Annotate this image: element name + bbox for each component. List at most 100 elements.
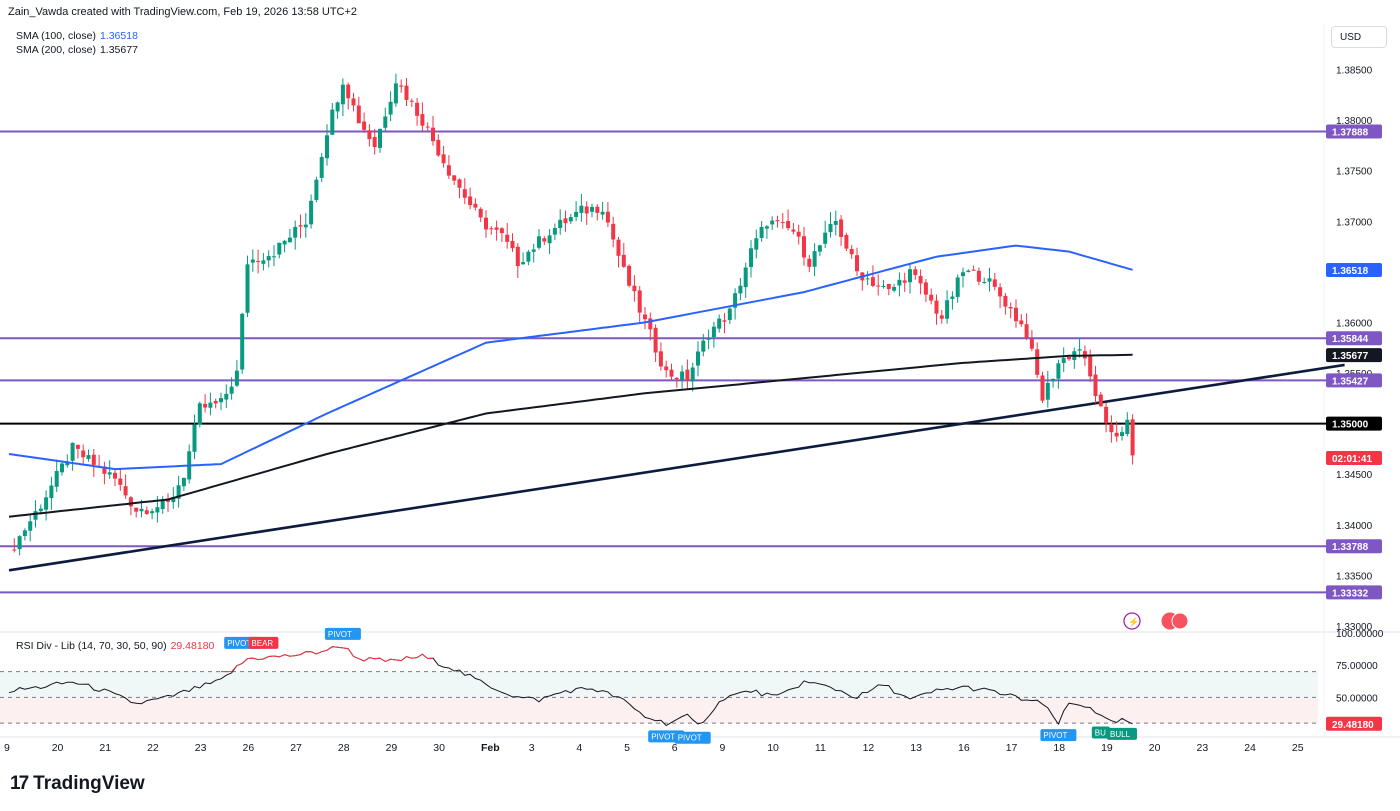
bearish-candle[interactable] [1008,307,1013,309]
rsi-divergence-marker[interactable] [674,731,711,744]
bullish-candle[interactable] [160,499,165,510]
bearish-candle[interactable] [1014,307,1018,322]
bearish-candle[interactable] [780,222,785,224]
bullish-candle[interactable] [383,116,388,128]
bearish-candle[interactable] [595,206,600,213]
bearish-candle[interactable] [81,450,86,458]
bullish-candle[interactable] [812,251,817,267]
sma100-line[interactable] [8,244,1133,471]
bullish-candle[interactable] [155,507,160,513]
bearish-candle[interactable] [664,366,669,371]
bearish-candle[interactable] [648,318,653,330]
tradingview-logo[interactable]: 17 TradingView [10,773,145,795]
bullish-candle[interactable] [759,226,764,238]
bearish-candle[interactable] [478,208,483,218]
bearish-candle[interactable] [796,231,801,237]
bearish-candle[interactable] [113,472,117,479]
bearish-candle[interactable] [123,486,128,496]
bearish-candle[interactable] [616,239,621,256]
bullish-candle[interactable] [526,251,531,262]
bearish-candle[interactable] [802,236,806,258]
bearish-candle[interactable] [473,203,478,208]
bearish-candle[interactable] [203,403,208,408]
bearish-candle[interactable] [298,225,303,227]
rsi-divergence-marker[interactable] [324,627,361,640]
bearish-candle[interactable] [457,179,462,188]
bullish-candle[interactable] [1125,419,1130,435]
bearish-candle[interactable] [510,240,515,249]
bearish-candle[interactable] [1035,349,1040,375]
bearish-candle[interactable] [839,219,844,237]
bearish-candle[interactable] [621,254,626,267]
bearish-candle[interactable] [91,454,96,465]
bearish-candle[interactable] [658,351,663,367]
bullish-candle[interactable] [701,340,706,352]
bullish-candle[interactable] [961,272,965,277]
bullish-candle[interactable] [266,256,271,261]
bearish-candle[interactable] [144,510,149,514]
flag-icon-us[interactable] [1171,612,1189,630]
bearish-candle[interactable] [923,282,928,295]
bearish-candle[interactable] [844,235,849,249]
bearish-candle[interactable] [404,85,409,101]
bearish-candle[interactable] [998,287,1003,297]
bullish-candle[interactable] [28,521,33,531]
bullish-candle[interactable] [817,245,822,252]
bullish-candle[interactable] [590,206,594,212]
bullish-candle[interactable] [558,219,563,228]
bullish-candle[interactable] [727,308,732,321]
bearish-candle[interactable] [563,218,568,224]
sma100-legend[interactable]: SMA (100, close) 1.36518 [16,30,138,42]
bullish-candle[interactable] [60,463,64,473]
bearish-candle[interactable] [346,84,351,99]
bullish-candle[interactable] [330,109,335,135]
bearish-candle[interactable] [855,255,859,272]
bullish-candle[interactable] [955,277,960,297]
bullish-candle[interactable] [388,101,393,115]
bullish-candle[interactable] [982,281,987,283]
bullish-candle[interactable] [1051,378,1056,382]
bearish-candle[interactable] [632,285,637,292]
bearish-candle[interactable] [939,315,944,319]
bullish-candle[interactable] [892,286,897,291]
rsi-legend[interactable]: RSI Div - Lib (14, 70, 30, 50, 90) 29.481… [16,640,214,652]
bullish-candle[interactable] [1061,358,1066,363]
bullish-candle[interactable] [325,135,329,159]
bearish-candle[interactable] [420,114,425,126]
bearish-candle[interactable] [446,165,451,176]
bearish-candle[interactable] [849,248,854,255]
bullish-candle[interactable] [17,536,22,550]
bearish-candle[interactable] [399,85,404,87]
bullish-candle[interactable] [282,240,287,245]
bullish-candle[interactable] [754,238,759,250]
bearish-candle[interactable] [102,466,107,474]
rsi-divergence-marker[interactable] [1040,729,1077,742]
bullish-candle[interactable] [70,442,75,461]
bullish-candle[interactable] [881,285,886,288]
bullish-candle[interactable] [552,228,557,235]
bullish-candle[interactable] [823,232,828,244]
bullish-candle[interactable] [197,403,202,425]
bearish-candle[interactable] [256,260,261,263]
bearish-candle[interactable] [462,189,467,198]
bullish-candle[interactable] [690,367,695,382]
bullish-candle[interactable] [277,242,282,255]
bearish-candle[interactable] [669,369,674,377]
bullish-candle[interactable] [733,293,738,308]
bullish-candle[interactable] [1045,382,1050,400]
bearish-candle[interactable] [1088,356,1093,377]
bullish-candle[interactable] [945,300,950,319]
bearish-candle[interactable] [611,223,616,240]
bearish-candle[interactable] [929,294,934,301]
bearish-candle[interactable] [415,102,420,116]
bearish-candle[interactable] [971,269,976,271]
currency-selector[interactable]: USD [1331,26,1387,48]
bullish-candle[interactable] [287,237,292,243]
bullish-candle[interactable] [335,102,340,112]
bullish-candle[interactable] [865,278,870,280]
bullish-candle[interactable] [33,511,38,520]
bullish-candle[interactable] [240,313,245,370]
bullish-candle[interactable] [828,223,833,233]
bullish-candle[interactable] [49,485,54,499]
bullish-candle[interactable] [1077,349,1082,351]
